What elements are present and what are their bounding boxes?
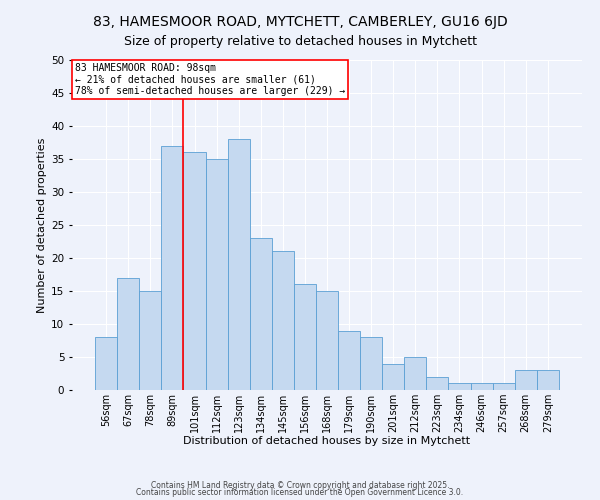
Bar — [272, 252, 294, 390]
Bar — [382, 364, 404, 390]
Bar — [206, 159, 227, 390]
Bar — [161, 146, 184, 390]
Text: Contains public sector information licensed under the Open Government Licence 3.: Contains public sector information licen… — [136, 488, 464, 497]
Bar — [537, 370, 559, 390]
Bar — [470, 384, 493, 390]
Bar — [360, 337, 382, 390]
Bar — [117, 278, 139, 390]
Bar — [139, 291, 161, 390]
Text: 83 HAMESMOOR ROAD: 98sqm
← 21% of detached houses are smaller (61)
78% of semi-d: 83 HAMESMOOR ROAD: 98sqm ← 21% of detach… — [74, 64, 345, 96]
Bar — [294, 284, 316, 390]
X-axis label: Distribution of detached houses by size in Mytchett: Distribution of detached houses by size … — [184, 436, 470, 446]
Bar — [448, 384, 470, 390]
Text: 83, HAMESMOOR ROAD, MYTCHETT, CAMBERLEY, GU16 6JD: 83, HAMESMOOR ROAD, MYTCHETT, CAMBERLEY,… — [92, 15, 508, 29]
Text: Contains HM Land Registry data © Crown copyright and database right 2025.: Contains HM Land Registry data © Crown c… — [151, 480, 449, 490]
Bar — [427, 377, 448, 390]
Bar — [184, 152, 206, 390]
Bar — [250, 238, 272, 390]
Text: Size of property relative to detached houses in Mytchett: Size of property relative to detached ho… — [124, 35, 476, 48]
Bar — [493, 384, 515, 390]
Bar — [95, 337, 117, 390]
Bar — [515, 370, 537, 390]
Bar — [338, 330, 360, 390]
Bar — [227, 139, 250, 390]
Bar — [316, 291, 338, 390]
Y-axis label: Number of detached properties: Number of detached properties — [37, 138, 47, 312]
Bar — [404, 357, 427, 390]
